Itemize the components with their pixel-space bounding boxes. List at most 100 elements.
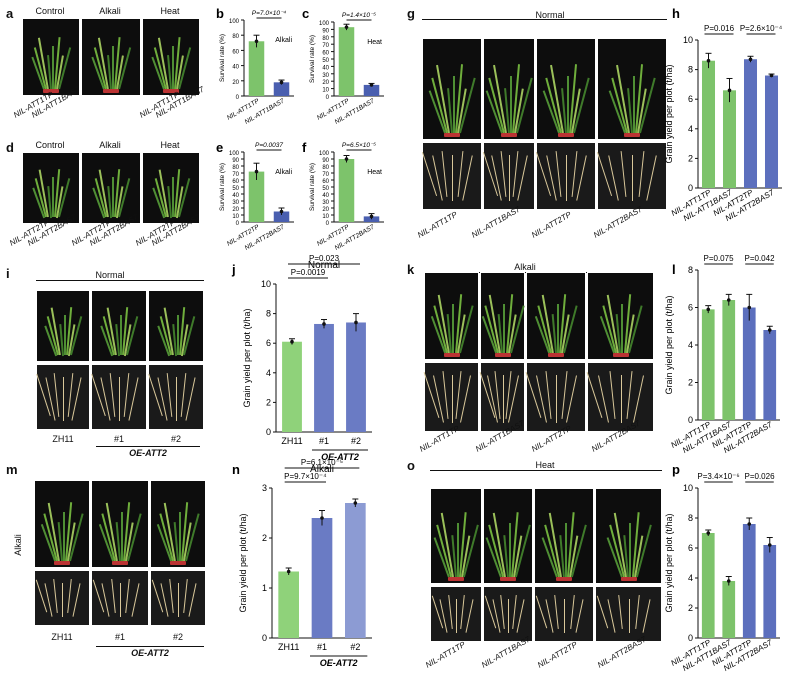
n-annotation-1: P=6.1×10⁻⁵ — [301, 458, 343, 467]
panicle-stroke — [516, 599, 525, 633]
panicle-stroke — [535, 151, 552, 197]
panicle-stroke — [564, 599, 565, 633]
c-y-tick-label: 40 — [322, 65, 329, 71]
j-y-tick-label: 0 — [266, 427, 271, 437]
j-bar-1 — [314, 323, 334, 432]
d-header-alkali: Alkali — [99, 140, 121, 150]
a-header-control: Control — [35, 6, 65, 16]
panicle-stroke — [561, 371, 568, 419]
n-y-tick-label: 0 — [262, 633, 267, 643]
f-y-tick-label: 50 — [322, 186, 329, 192]
photo-a-control — [22, 18, 80, 96]
panicle-stroke — [53, 579, 58, 613]
pot — [43, 89, 59, 93]
photo-m-3 — [150, 480, 206, 568]
photo-i-2 — [91, 290, 147, 362]
photo-g-8 — [596, 142, 667, 210]
d-header-control: Control — [35, 140, 65, 150]
c-y-tick-label: 80 — [322, 36, 329, 42]
panicle-stroke — [119, 377, 120, 421]
l-point-3 — [767, 328, 772, 332]
n-x-label-0: ZH11 — [278, 642, 299, 652]
plant-stroke — [452, 76, 455, 133]
pot — [163, 89, 179, 93]
f-y-tick-label: 20 — [322, 207, 329, 213]
panicle-stroke — [462, 155, 474, 201]
e-y-tick-label: 30 — [232, 200, 239, 206]
photo-a-alkali — [81, 18, 141, 96]
panel-label-g: g — [407, 6, 415, 21]
p-point-0 — [706, 531, 711, 535]
panicle-stroke — [575, 599, 584, 633]
panicle-stroke — [566, 375, 578, 423]
plant-stroke — [111, 177, 114, 217]
h-annotation-1: P=2.6×10⁻⁴ — [740, 24, 783, 33]
m-xlabel-zh11: ZH11 — [51, 632, 73, 642]
panicle-stroke — [460, 595, 466, 629]
pot — [620, 577, 637, 581]
panicle-stroke — [109, 373, 116, 417]
c-y-axis-label: Survival rate (%) — [309, 35, 316, 83]
photo-k-3 — [526, 272, 586, 360]
n-y-tick-label: 3 — [262, 483, 267, 493]
photo-d-control — [22, 152, 80, 224]
c-y-tick-label: 70 — [322, 43, 329, 49]
l-point-1 — [726, 298, 731, 302]
i-xlabel-zh11: ZH11 — [52, 434, 74, 444]
panicle-stroke — [67, 579, 72, 613]
pot — [612, 353, 629, 357]
pot — [556, 577, 572, 581]
panicle-stroke — [421, 151, 438, 197]
panicle-stroke — [451, 375, 453, 423]
h-point-0 — [706, 58, 711, 63]
b-inset-label: Alkali — [275, 37, 292, 44]
b-point-1 — [279, 80, 284, 85]
l-y-tick-label: 6 — [688, 303, 693, 313]
plant-stroke — [456, 523, 459, 577]
b-y-axis-label: Survival rate (%) — [219, 34, 226, 82]
l-y-tick-label: 4 — [688, 340, 693, 350]
panicle-stroke — [545, 371, 552, 419]
m-xlabel-2: #2 — [172, 632, 183, 642]
h-point-3 — [769, 73, 774, 78]
panicle-stroke — [516, 155, 528, 201]
plant-stroke — [621, 303, 624, 353]
photo-k-8 — [586, 362, 654, 432]
n-bar-2 — [345, 503, 366, 638]
photo-g-7 — [535, 142, 596, 210]
m-side-label: Alkali — [13, 534, 23, 556]
l-x-label-3: NIL-ATT2BAS7 — [722, 420, 774, 455]
panel-label-e: e — [216, 140, 223, 155]
panicle-stroke — [609, 371, 616, 419]
e-y-tick-label: 70 — [232, 172, 239, 178]
panicle-stroke — [635, 595, 641, 629]
g-header: Normal — [535, 10, 565, 20]
plant-stroke — [566, 76, 569, 133]
f-bar-1 — [363, 216, 380, 222]
j-y-tick-label: 2 — [266, 397, 271, 407]
f-y-tick-label: 80 — [322, 165, 329, 171]
photo-m-2 — [91, 480, 149, 568]
panicle-stroke — [188, 583, 197, 617]
plant-stroke — [509, 76, 512, 133]
p-annotation-1: P=0.026 — [744, 472, 775, 481]
photo-m-6 — [150, 570, 206, 626]
panicle-stroke — [512, 151, 519, 197]
pot — [624, 133, 640, 137]
k-header: Alkali — [514, 262, 536, 272]
b-annotation: P=7.0×10⁻⁴ — [252, 10, 287, 17]
j-y-tick-label: 10 — [261, 279, 271, 289]
panicle-stroke — [63, 377, 64, 421]
l-annotation-1: P=0.042 — [744, 254, 775, 263]
panicle-stroke — [571, 151, 578, 197]
plant-stroke — [176, 315, 179, 355]
panicle-stroke — [597, 375, 609, 423]
panicle-stroke — [166, 373, 173, 417]
panicle-stroke — [442, 371, 449, 419]
l-y-tick-label: 2 — [688, 378, 693, 388]
j-annotation-1: P=0.023 — [309, 254, 340, 263]
b-y-tick-label: 60 — [232, 49, 239, 55]
b-x-label-0: NIL-ATT1TP — [226, 97, 261, 121]
panicle-stroke — [447, 595, 453, 629]
panicle-stroke — [576, 155, 588, 201]
